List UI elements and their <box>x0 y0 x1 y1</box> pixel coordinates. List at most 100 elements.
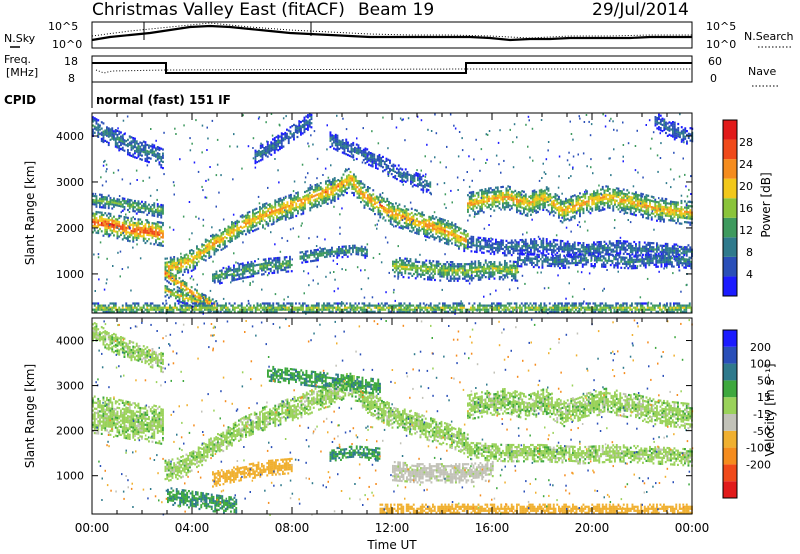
power-cell <box>107 227 110 230</box>
power-cell <box>397 172 400 175</box>
power-cell <box>370 208 373 211</box>
power-cell <box>113 136 115 139</box>
power-cell <box>353 185 355 188</box>
power-cell <box>325 251 328 254</box>
power-cell <box>414 231 417 234</box>
power-cell <box>437 227 439 230</box>
power-cell <box>640 207 643 210</box>
power-cell <box>566 211 569 214</box>
power-cell <box>365 189 368 192</box>
power-cell <box>552 210 555 213</box>
power-cell <box>277 212 280 215</box>
power-cell <box>589 193 592 196</box>
power-cell <box>533 189 536 192</box>
power-cell <box>493 271 496 274</box>
power-cell <box>545 196 548 199</box>
power-cell <box>337 193 340 196</box>
power-cell <box>459 235 462 239</box>
power-cell <box>374 213 376 216</box>
power-cell <box>347 145 349 148</box>
power-cell <box>364 155 367 158</box>
power-cell <box>132 221 135 224</box>
power-cell <box>102 196 105 199</box>
power-cell <box>236 278 239 281</box>
power-cell <box>435 224 438 227</box>
power-cell <box>204 297 207 300</box>
power-cell <box>619 202 622 205</box>
power-cell <box>376 155 379 158</box>
power-cell <box>531 198 534 201</box>
power-cell <box>510 194 513 197</box>
power-cell <box>463 233 466 236</box>
power-cell <box>537 244 539 247</box>
power-cell <box>388 209 390 212</box>
power-cell <box>482 247 485 250</box>
power-cell <box>333 185 336 188</box>
power-cell <box>300 129 302 132</box>
power-cell <box>135 226 138 229</box>
power-cell <box>365 201 368 204</box>
power-cell <box>323 197 326 200</box>
power-cell <box>97 131 100 134</box>
power-cell <box>118 198 121 201</box>
power-cell <box>399 257 401 260</box>
power-cell <box>372 203 375 206</box>
power-cell <box>377 196 380 199</box>
power-cell <box>495 192 497 195</box>
power-cell <box>498 249 501 252</box>
power-cell <box>382 216 385 219</box>
power-cell <box>496 247 499 250</box>
power-cell <box>493 273 496 276</box>
power-cell <box>647 207 650 210</box>
power-cell <box>336 254 339 257</box>
power-cell <box>107 135 110 138</box>
power-cell <box>417 176 419 180</box>
power-cell <box>95 217 98 220</box>
power-cell <box>275 265 277 268</box>
power-cell <box>118 235 121 238</box>
power-cell <box>298 122 301 125</box>
power-cell <box>384 200 387 203</box>
power-cell <box>612 188 615 191</box>
power-cell <box>425 263 428 266</box>
power-cell <box>116 204 119 207</box>
power-cell <box>266 266 269 269</box>
power-cell <box>238 220 240 223</box>
power-cell <box>685 202 688 205</box>
power-cell <box>545 242 548 245</box>
power-cell <box>368 163 370 166</box>
power-cell <box>118 149 121 152</box>
power-cell <box>426 227 429 230</box>
power-cell <box>245 222 247 226</box>
power-cell <box>460 265 463 268</box>
power-cell <box>125 220 128 223</box>
power-cell <box>530 242 532 245</box>
power-cell <box>435 216 438 219</box>
power-cell <box>654 207 657 210</box>
power-cell <box>317 252 319 255</box>
power-cell <box>516 211 518 214</box>
power-cell <box>628 197 630 200</box>
power-cell <box>320 248 323 251</box>
power-cell <box>680 208 683 211</box>
power-cell <box>307 114 309 117</box>
power-cell <box>514 198 517 201</box>
power-cell <box>479 247 482 250</box>
power-cell <box>95 126 98 129</box>
power-cell <box>425 182 428 185</box>
power-cell <box>102 122 105 125</box>
power-cell <box>142 231 145 234</box>
power-cell <box>428 220 431 223</box>
power-cell <box>432 274 435 277</box>
power-cell <box>278 263 281 266</box>
power-cell <box>633 207 636 210</box>
power-cell <box>206 251 209 254</box>
power-cell <box>392 262 394 265</box>
power-cell <box>404 172 407 175</box>
power-cell <box>278 265 281 268</box>
power-cell <box>399 173 402 176</box>
power-cell <box>400 273 403 276</box>
power-cell <box>269 257 272 260</box>
power-cell <box>156 203 159 206</box>
